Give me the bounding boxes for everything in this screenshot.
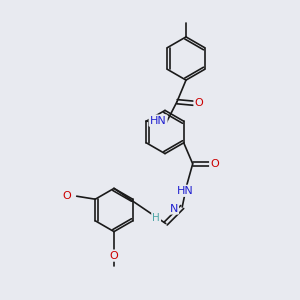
Text: HN: HN bbox=[150, 116, 166, 126]
Text: O: O bbox=[63, 191, 71, 201]
Text: N: N bbox=[169, 203, 178, 214]
Text: O: O bbox=[194, 98, 203, 108]
Text: O: O bbox=[110, 250, 118, 261]
Text: H: H bbox=[152, 213, 160, 223]
Text: O: O bbox=[210, 159, 219, 169]
Text: HN: HN bbox=[177, 186, 194, 196]
